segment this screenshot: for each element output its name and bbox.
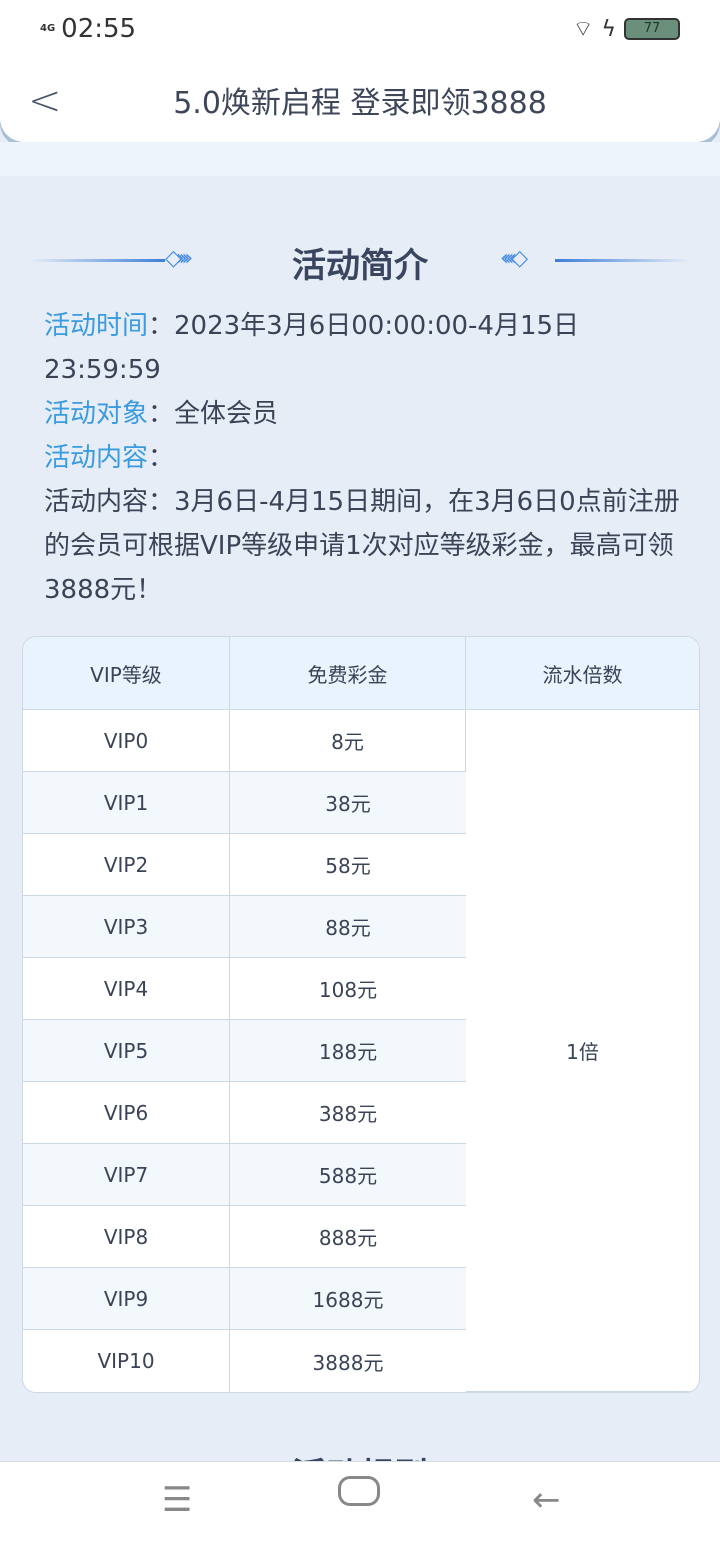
back-button[interactable]: < (28, 78, 62, 124)
chevron-decoration-right-icon: ‹‹‹‹◇ (500, 246, 528, 271)
charging-icon: ϟ (601, 16, 616, 42)
bonus-cell: 88元 (230, 896, 466, 958)
back-arrow-icon[interactable]: ← (532, 1480, 561, 1520)
vip-level-cell: VIP3 (23, 896, 230, 958)
table-row: VIP10 3888元 (23, 1330, 699, 1392)
bonus-cell: 588元 (230, 1144, 466, 1206)
signal-icon: 4G (40, 23, 56, 34)
vip-level-cell: VIP9 (23, 1268, 230, 1330)
header-bonus: 免费彩金 (230, 637, 466, 710)
title-decoration-left (30, 259, 165, 262)
header-vip-level: VIP等级 (23, 637, 230, 710)
wifi-icon: ⌔ (572, 17, 594, 42)
content-text: 活动内容：3月6日-4月15日期间，在3月6日0点前注册的会员可根据VIP等级申… (44, 487, 680, 605)
time-value: ：2023年3月6日00:00:00-4月15日23:59:59 (44, 311, 580, 385)
table-row: VIP3 88元 (23, 896, 699, 958)
bonus-cell: 38元 (230, 772, 466, 834)
bonus-cell: 108元 (230, 958, 466, 1020)
table-row: VIP9 1688元 (23, 1268, 699, 1330)
vip-level-cell: VIP7 (23, 1144, 230, 1206)
table-row: VIP4 108元 (23, 958, 699, 1020)
section-title: 活动简介 (292, 246, 428, 286)
multiplier-cell: 1倍 (466, 710, 699, 1392)
home-icon[interactable] (338, 1476, 380, 1506)
table-row: VIP7 588元 (23, 1144, 699, 1206)
vip-level-cell: VIP6 (23, 1082, 230, 1144)
bonus-cell: 188元 (230, 1020, 466, 1082)
target-label: 活动对象 (44, 399, 149, 429)
vip-level-cell: VIP0 (23, 710, 230, 772)
activity-info: 活动时间：2023年3月6日00:00:00-4月15日23:59:59 活动对… (44, 304, 684, 612)
time-label: 活动时间 (44, 311, 149, 341)
bonus-cell: 1688元 (230, 1268, 466, 1330)
system-nav-bar: ☰ ← (0, 1461, 720, 1544)
table-row: VIP5 188元 (23, 1020, 699, 1082)
vip-level-cell: VIP1 (23, 772, 230, 834)
menu-icon[interactable]: ☰ (162, 1480, 193, 1520)
vip-level-cell: VIP8 (23, 1206, 230, 1268)
bonus-cell: 888元 (230, 1206, 466, 1268)
table-row: VIP8 888元 (23, 1206, 699, 1268)
target-value: ：全体会员 (148, 399, 279, 429)
vip-level-cell: VIP5 (23, 1020, 230, 1082)
content-colon: ： (148, 443, 175, 473)
page-title: 5.0焕新启程 登录即领3888 (173, 86, 547, 121)
bonus-cell: 58元 (230, 834, 466, 896)
vip-level-cell: VIP2 (23, 834, 230, 896)
vip-level-cell: VIP4 (23, 958, 230, 1020)
header-multiplier: 流水倍数 (466, 637, 699, 710)
status-bar: 4G 02:55 ⌔ ϟ 77 (0, 0, 720, 58)
vip-level-cell: VIP10 (23, 1330, 230, 1392)
content-label: 活动内容 (44, 443, 149, 473)
bonus-cell: 8元 (230, 710, 466, 772)
vip-bonus-table: VIP等级 免费彩金 流水倍数 VIP0 8元 1倍 VIP1 38元 VIP2 58元 VI… (22, 636, 700, 1393)
title-decoration-right (555, 259, 690, 262)
table-row: VIP1 38元 (23, 772, 699, 834)
header-shadow-band (0, 142, 720, 176)
top-bar: < 5.0焕新启程 登录即领3888 (0, 58, 720, 142)
bonus-cell: 3888元 (312, 1350, 384, 1375)
table-row: VIP0 8元 1倍 (23, 710, 699, 1392)
table-row: VIP2 58元 (23, 834, 699, 896)
battery-icon: 77 (624, 18, 680, 40)
table-row: VIP6 388元 (23, 1082, 699, 1144)
clock: 02:55 (61, 14, 137, 44)
bonus-cell: 388元 (230, 1082, 466, 1144)
